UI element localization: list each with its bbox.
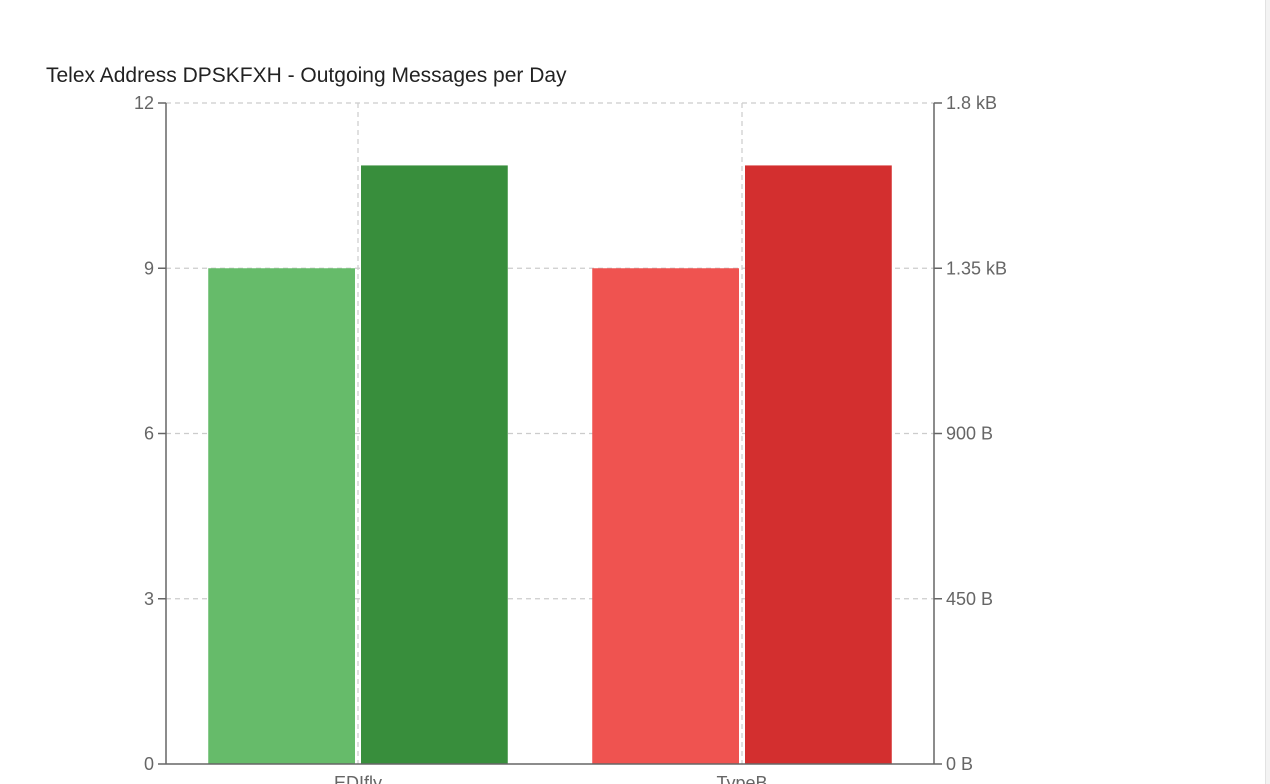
y-right-tick-label-3: 1.35 kB (946, 258, 1007, 278)
y-right-tick-label-0: 0 B (946, 754, 973, 774)
chart-title: Telex Address DPSKFXH - Outgoing Message… (46, 64, 567, 87)
y-right-tick-label-1: 450 B (946, 589, 993, 609)
x-tick-label-edifly: EDIfly (334, 773, 382, 784)
page-scrollbar-track (1265, 0, 1270, 784)
y-left-tick-label-4: 12 (134, 93, 154, 113)
bar-typeb-size (745, 165, 892, 764)
axes (158, 102, 942, 765)
y-right-tick-label-2: 900 B (946, 424, 993, 444)
y-right-tick-label-4: 1.8 kB (946, 93, 997, 113)
x-tick-label-typeb: TypeB (716, 773, 767, 784)
y-left-tick-label-2: 6 (144, 424, 154, 444)
bar-edifly-count (208, 268, 355, 764)
tick-labels: 0 3 6 9 12 0 B 450 B 900 B 1.35 kB 1.8 kB EDIfly Ty… (134, 93, 1007, 784)
bars (208, 165, 892, 764)
y-left-tick-label-0: 0 (144, 754, 154, 774)
y-left-tick-label-1: 3 (144, 589, 154, 609)
bar-edifly-size (361, 165, 508, 764)
y-left-tick-label-3: 9 (144, 258, 154, 278)
bar-typeb-count (592, 268, 739, 764)
